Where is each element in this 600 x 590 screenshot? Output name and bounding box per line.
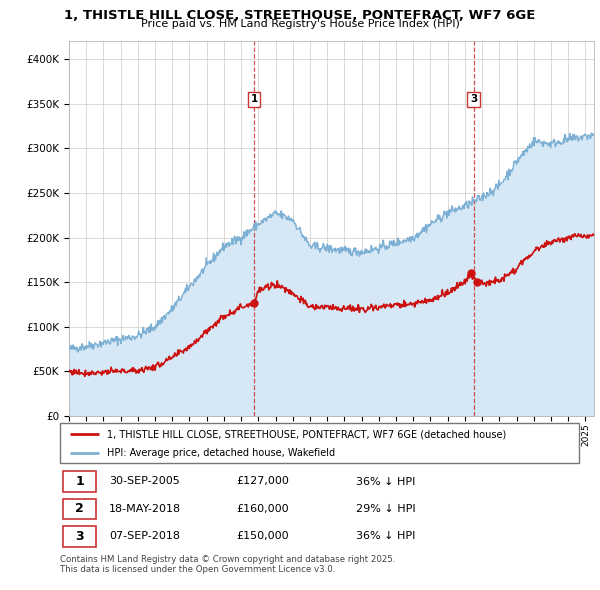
- Text: 29% ↓ HPI: 29% ↓ HPI: [356, 504, 415, 514]
- Text: 1, THISTLE HILL CLOSE, STREETHOUSE, PONTEFRACT, WF7 6GE (detached house): 1, THISTLE HILL CLOSE, STREETHOUSE, PONT…: [107, 430, 506, 440]
- Text: £160,000: £160,000: [236, 504, 289, 514]
- Text: 2: 2: [75, 502, 84, 516]
- Text: 36% ↓ HPI: 36% ↓ HPI: [356, 477, 415, 487]
- Text: 07-SEP-2018: 07-SEP-2018: [109, 531, 181, 541]
- Text: Contains HM Land Registry data © Crown copyright and database right 2025.
This d: Contains HM Land Registry data © Crown c…: [60, 555, 395, 574]
- Text: £150,000: £150,000: [236, 531, 289, 541]
- FancyBboxPatch shape: [60, 423, 579, 463]
- Text: 30-SEP-2005: 30-SEP-2005: [109, 477, 180, 487]
- Text: 1, THISTLE HILL CLOSE, STREETHOUSE, PONTEFRACT, WF7 6GE: 1, THISTLE HILL CLOSE, STREETHOUSE, PONT…: [64, 9, 536, 22]
- Text: £127,000: £127,000: [236, 477, 289, 487]
- Text: 3: 3: [470, 94, 477, 104]
- Text: HPI: Average price, detached house, Wakefield: HPI: Average price, detached house, Wake…: [107, 448, 335, 458]
- FancyBboxPatch shape: [62, 471, 97, 492]
- Text: 18-MAY-2018: 18-MAY-2018: [109, 504, 181, 514]
- Text: 1: 1: [75, 475, 84, 488]
- Text: 1: 1: [250, 94, 257, 104]
- Text: Price paid vs. HM Land Registry's House Price Index (HPI): Price paid vs. HM Land Registry's House …: [140, 19, 460, 30]
- Text: 3: 3: [75, 530, 84, 543]
- FancyBboxPatch shape: [62, 526, 97, 546]
- FancyBboxPatch shape: [62, 499, 97, 519]
- Text: 36% ↓ HPI: 36% ↓ HPI: [356, 531, 415, 541]
